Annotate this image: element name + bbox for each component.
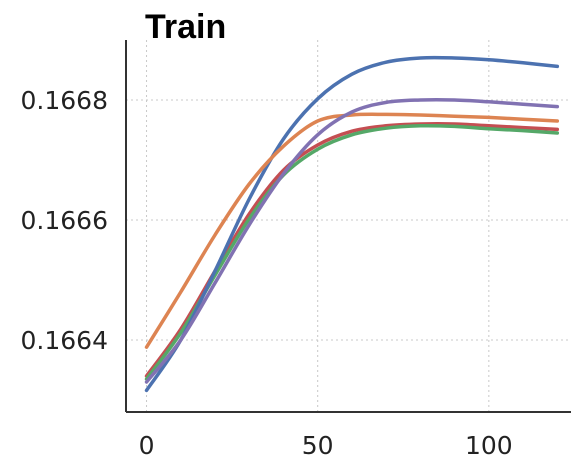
series-line-1	[144, 122, 560, 378]
chart-title: Train	[145, 8, 226, 46]
grid	[126, 40, 571, 412]
series-line-4	[144, 112, 560, 349]
series-lines	[144, 55, 560, 393]
series-line-2	[144, 123, 560, 381]
y-tick-label: 0.1664	[21, 326, 108, 355]
x-tick-label: 100	[465, 431, 513, 460]
series-line-3	[144, 55, 560, 393]
y-tick-labels: 0.1664 0.1666 0.1668	[21, 86, 108, 355]
y-tick-label: 0.1666	[21, 206, 108, 235]
x-tick-label: 0	[139, 431, 155, 460]
x-tick-label: 50	[302, 431, 334, 460]
x-tick-labels: 0 50 100	[139, 431, 513, 460]
y-tick-label: 0.1668	[21, 86, 108, 115]
series-line-5	[144, 97, 560, 384]
